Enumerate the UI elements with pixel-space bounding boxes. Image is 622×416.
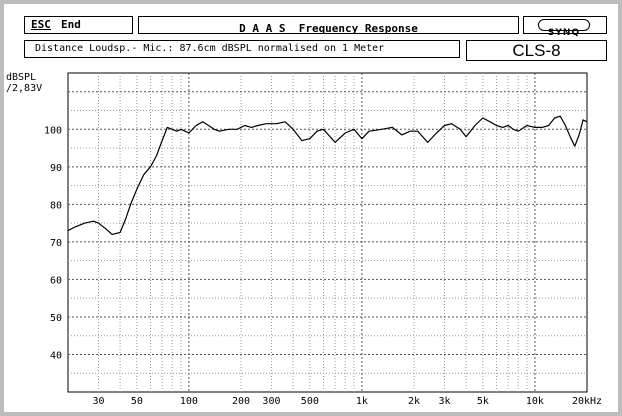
y-tick-label: 90 xyxy=(50,163,62,174)
y-tick-label: 40 xyxy=(50,350,62,361)
plot-area-border xyxy=(67,72,588,393)
y-tick-label: 60 xyxy=(50,275,62,286)
y-axis-unit-line-2: /2,83V xyxy=(6,83,43,94)
title-panel: D A A S Frequency Response xyxy=(138,16,519,35)
chart-title: D A A S Frequency Response xyxy=(239,22,418,35)
end-label: End xyxy=(61,18,81,31)
y-axis-unit-line-1: dBSPL xyxy=(6,72,37,83)
x-tick-label: 50 xyxy=(131,396,143,407)
model-panel: CLS-8 xyxy=(466,40,607,61)
measurement-description: Distance Loudsp.- Mic.: 87.6cm dBSPL nor… xyxy=(35,43,385,54)
y-tick-label: 100 xyxy=(44,125,62,136)
x-tick-label: 5k xyxy=(477,396,489,407)
y-tick-label: 50 xyxy=(50,313,62,324)
description-panel: Distance Loudsp.- Mic.: 87.6cm dBSPL nor… xyxy=(24,40,460,58)
x-tick-label: 300 xyxy=(262,396,280,407)
x-tick-label: 200 xyxy=(232,396,250,407)
x-tick-label: 500 xyxy=(301,396,319,407)
x-tick-label: 30 xyxy=(92,396,104,407)
logo-panel: SYNQ xyxy=(523,16,607,38)
synq-logo: SYNQ xyxy=(538,19,590,38)
x-tick-label: 1k xyxy=(356,396,368,407)
y-axis-unit-label: dBSPL /2,83V xyxy=(6,72,42,94)
frequency-response-line xyxy=(67,115,588,235)
x-tick-label: 100 xyxy=(180,396,198,407)
esc-key: ESC xyxy=(31,18,51,31)
y-tick-label: 80 xyxy=(50,200,62,211)
model-name: CLS-8 xyxy=(512,41,561,60)
y-tick-label: 70 xyxy=(50,238,62,249)
x-tick-label: 10k xyxy=(526,396,544,407)
esc-end-panel[interactable]: ESC End xyxy=(24,16,133,34)
x-tick-label: 3k xyxy=(438,396,450,407)
x-tick-label: 2k xyxy=(408,396,420,407)
x-tick-label: 20kHz xyxy=(572,396,602,407)
